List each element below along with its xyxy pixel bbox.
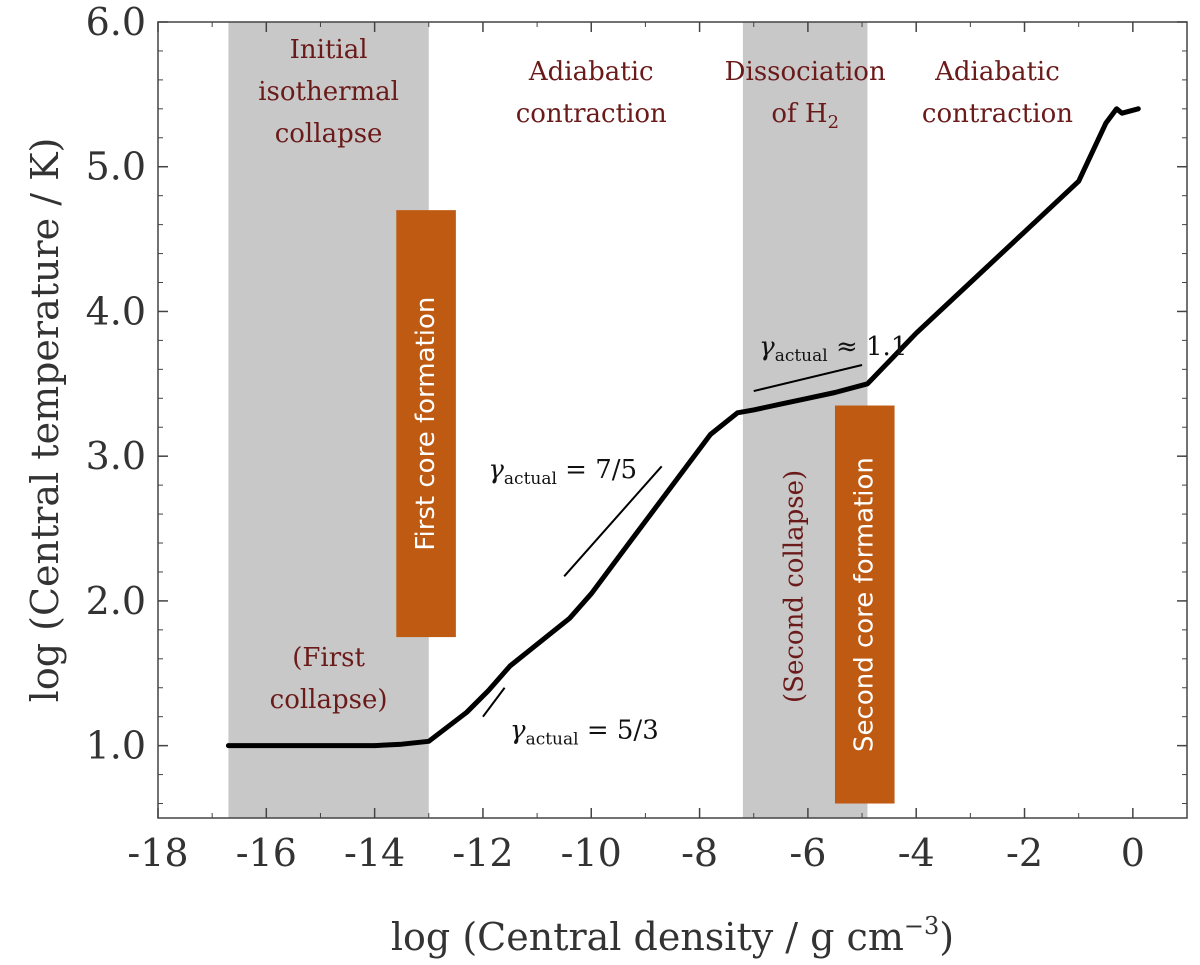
x-tick-label: -6 (789, 831, 826, 875)
y-tick-label: 4.0 (86, 289, 146, 333)
x-tick-label: -4 (898, 831, 935, 875)
dissociation-h2-label: Dissociation of H2 (725, 57, 886, 133)
y-tick-label: 3.0 (86, 434, 146, 478)
second-core-formation-box (834, 405, 895, 804)
plot-frame (157, 21, 1188, 819)
x-tick-label: -16 (236, 831, 297, 875)
x-tick-label: -2 (1006, 831, 1043, 875)
initial-isothermal-collapse-label: Initial isothermal collapse (258, 35, 399, 149)
first-core-formation-box-label: First core formation (411, 297, 441, 551)
x-tick-label: -18 (127, 831, 188, 875)
core-formation-boxes: First core formation Second core formatio… (396, 210, 895, 804)
initial-isothermal-collapse (228, 22, 429, 818)
axis-ticks: -18 -16 -14 -12 -10 -8 -6 -4 -2 0 1.0 2.0 3.0 4.0 5.0 6… (86, 0, 1187, 875)
y-tick-label: 5.0 (86, 145, 146, 189)
gamma-5-3-annotation: γactual = 5/3 (510, 715, 659, 749)
adiabatic-contraction-label-2: Adiabatic contraction (922, 57, 1073, 129)
data-series (225, 106, 1141, 749)
x-tick-label: 0 (1121, 831, 1145, 875)
x-axis-title: log (Central density / g cm−3) (391, 912, 954, 959)
x-tick-label: -8 (681, 831, 718, 875)
x-tick-label: -14 (344, 831, 405, 875)
y-tick-label: 2.0 (86, 579, 146, 623)
slope-guides (482, 364, 863, 718)
slope-guide-7-5 (563, 465, 663, 577)
series-line-0 (225, 106, 1141, 749)
first-core-formation-box (396, 210, 456, 638)
gamma-1-1-annotation: γactual ≈ 1.1 (759, 332, 907, 366)
slope-guide-5-3 (482, 687, 506, 718)
y-tick-label: 6.0 (86, 0, 146, 44)
y-tick-label: 1.0 (86, 724, 146, 768)
gamma-annotations: γactual = 5/3 γactual = 7/5 γactual ≈ 1.1 (488, 332, 907, 750)
y-axis-title: log (Central temperature / K) (23, 138, 67, 703)
second-collapse-label: (Second collapse) (779, 470, 809, 703)
x-tick-label: -12 (452, 831, 513, 875)
slope-guide-1-1 (753, 364, 863, 393)
second-core-formation-box-label: Second core formation (850, 457, 880, 752)
adiabatic-contraction-label-1: Adiabatic contraction (516, 57, 667, 129)
first-collapse-label: (First collapse) (270, 643, 388, 715)
phase-labels: Initial isothermal collapse Adiabatic contra… (258, 35, 1073, 715)
gamma-7-5-annotation: γactual = 7/5 (488, 455, 637, 489)
x-tick-label: -10 (561, 831, 622, 875)
